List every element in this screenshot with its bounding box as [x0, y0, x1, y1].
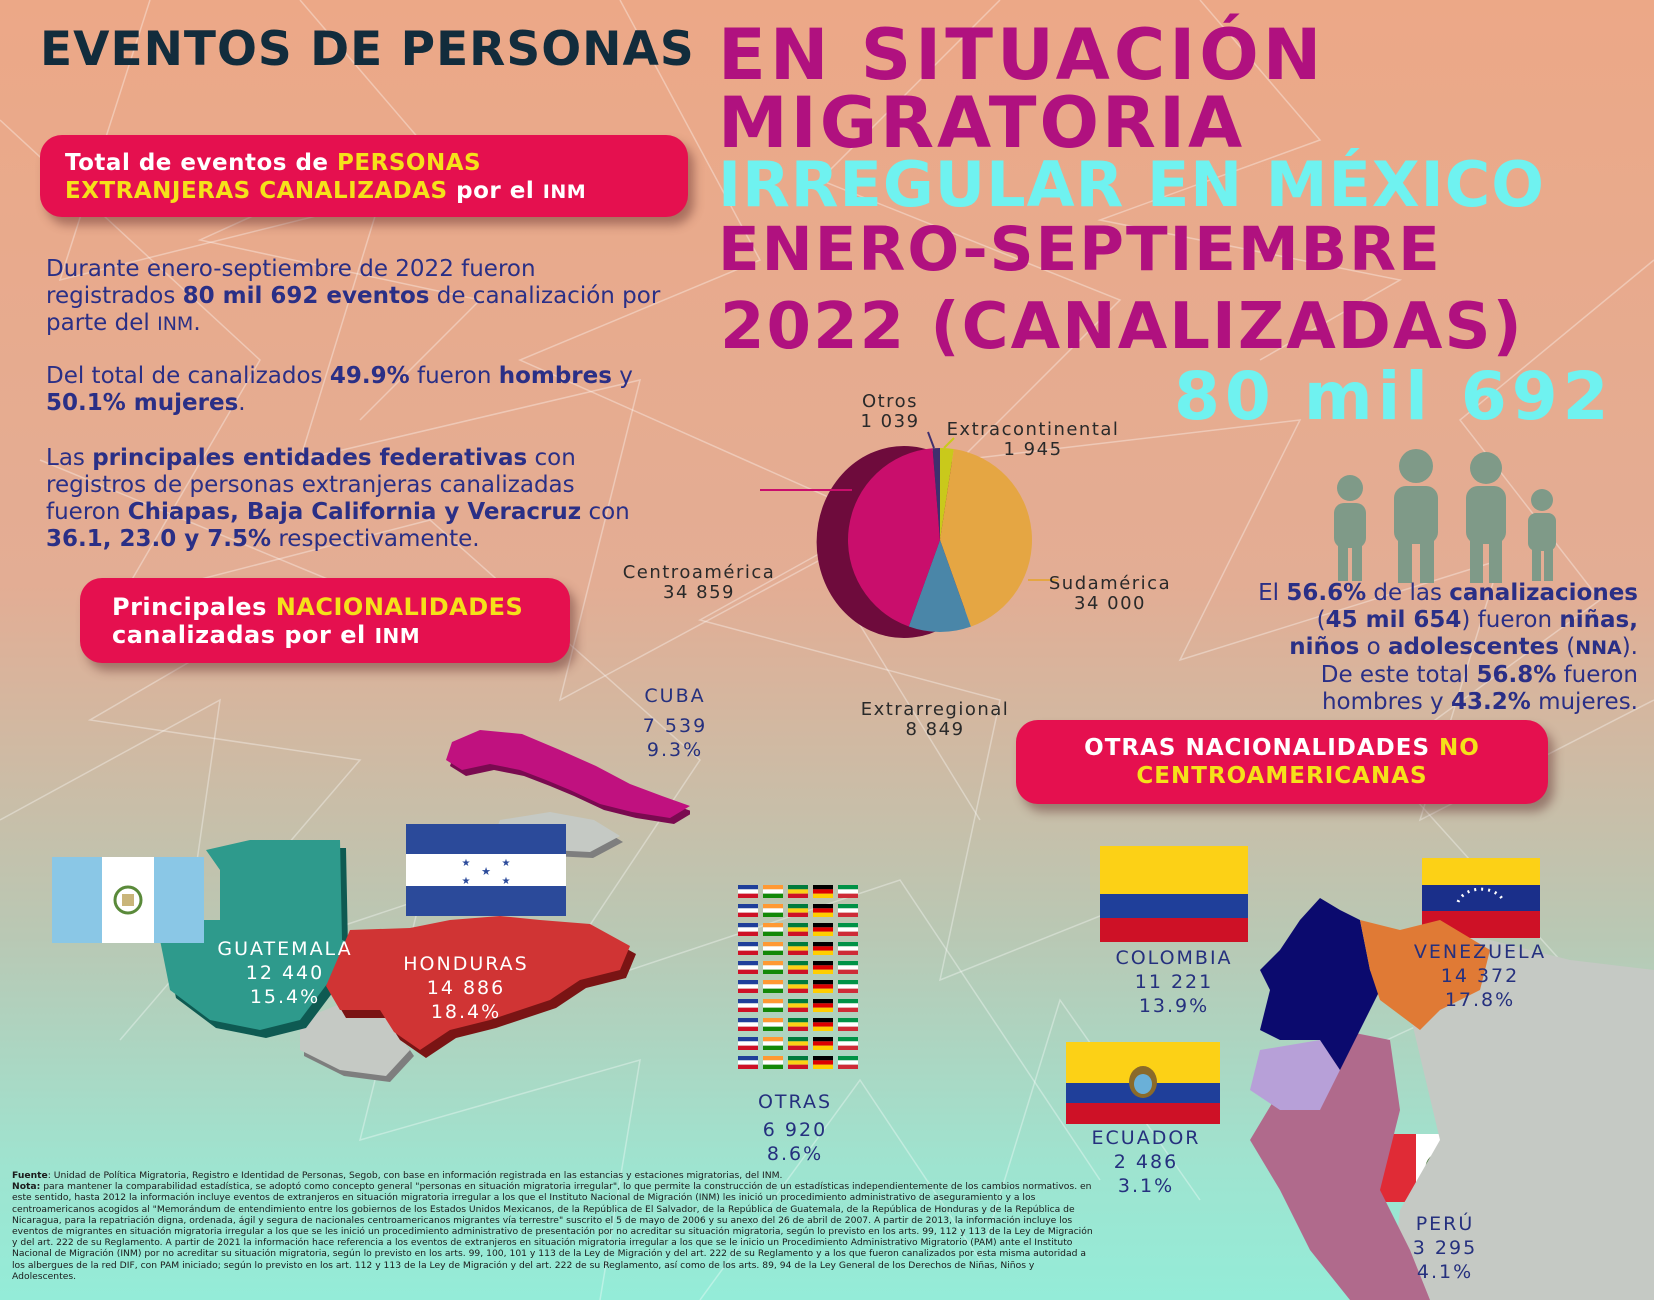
pie-slice-extrarregional	[908, 540, 971, 632]
honduras-flag-icon: ★ ★ ★ ★ ★	[406, 824, 566, 916]
pie-label-otros: Otros 1 039	[860, 391, 920, 432]
pill-text: por el	[447, 178, 543, 204]
pie-label-extrarregional: Extrarregional 8 849	[860, 699, 1010, 740]
title-line-5: ENERO-SEPTIEMBRE	[718, 214, 1442, 285]
otras-nacionalidades-pill: OTRAS NACIONALIDADES NO CENTROAMERICANAS	[1016, 720, 1548, 804]
family-icon	[1334, 449, 1556, 583]
svg-text:★: ★	[462, 876, 471, 887]
pie-chart	[760, 431, 1058, 638]
south-america-map	[1250, 898, 1654, 1300]
intro-paragraph-2: Del total de canalizados 49.9% fueron ho…	[46, 363, 633, 416]
gray-neighbors	[300, 1000, 414, 1082]
cuba-shape	[446, 730, 690, 824]
label-guatemala: GUATEMALA 12 440 15.4%	[217, 938, 353, 1008]
pie-slice-centroamérica	[848, 448, 940, 627]
label-ecuador: ECUADOR 2 486 3.1%	[1091, 1127, 1201, 1197]
pie-label-centroamerica: Centroamérica 34 859	[622, 562, 776, 603]
honduras-shape	[326, 916, 636, 1058]
title-line-4: IRREGULAR EN MÉXICO	[718, 148, 1545, 221]
central-america-map	[160, 730, 690, 1082]
intro-paragraph-3: Las principales entidades federativas co…	[46, 445, 630, 552]
other-flags-grid-icon	[738, 885, 858, 1069]
svg-text:★: ★	[462, 858, 471, 869]
intro-paragraph-1: Durante enero-septiembre de 2022 fueron …	[46, 256, 661, 336]
pill-highlight: EXTRANJERAS CANALIZADAS	[65, 178, 448, 204]
footer-notes: Fuente: Unidad de Política Migratoria, R…	[12, 1170, 1093, 1282]
label-cuba: CUBA 7 539 9.3%	[642, 685, 708, 761]
pill-text: Total de eventos de	[65, 150, 338, 176]
ecuador-flag-icon	[1066, 1042, 1220, 1124]
label-otras: OTRAS 6 920 8.6%	[757, 1091, 833, 1165]
pie-slice-extracontinental	[940, 448, 954, 540]
guatemala-shape	[160, 840, 380, 1038]
title-line-6: 2022 (CANALIZADAS)	[720, 290, 1524, 364]
nna-paragraph: El 56.6% de las canalizaciones (45 mil 6…	[1258, 580, 1638, 715]
pie-label-extracontinental: Extracontinental 1 945	[946, 419, 1120, 460]
nacionalidades-pill: Principales NACIONALIDADES canalizadas p…	[80, 578, 570, 663]
label-peru: PERÚ 3 295 4.1%	[1412, 1213, 1478, 1283]
leader-otros	[927, 431, 935, 449]
leader-extracontinental	[943, 437, 955, 449]
total-pill: Total de eventos de PERSONAS EXTRANJERAS…	[40, 135, 688, 217]
title-line-3: MIGRATORIA	[718, 82, 1246, 164]
label-venezuela: VENEZUELA 14 372 17.8%	[1413, 941, 1547, 1011]
pie-slice-sudamérica	[940, 449, 1032, 627]
title-line-1: EVENTOS DE PERSONAS	[40, 22, 695, 77]
label-honduras: HONDURAS 14 886 18.4%	[403, 953, 529, 1023]
label-colombia: COLOMBIA 11 221 13.9%	[1115, 947, 1233, 1017]
guatemala-flag-icon	[52, 857, 204, 943]
inm-label: INM	[542, 181, 587, 203]
pie-label-sudamerica: Sudamérica 34 000	[1048, 573, 1172, 614]
pie-slice-otros	[932, 448, 940, 540]
svg-text:★: ★	[502, 876, 511, 887]
svg-text:★: ★	[502, 858, 511, 869]
svg-text:★: ★	[481, 865, 491, 878]
title-line-2: EN SITUACIÓN	[718, 14, 1326, 96]
pill-highlight: PERSONAS	[337, 150, 482, 176]
total-value: 80 mil 692	[1174, 358, 1614, 435]
colombia-flag-icon	[1100, 846, 1248, 942]
leader-centroamerica	[760, 489, 852, 491]
